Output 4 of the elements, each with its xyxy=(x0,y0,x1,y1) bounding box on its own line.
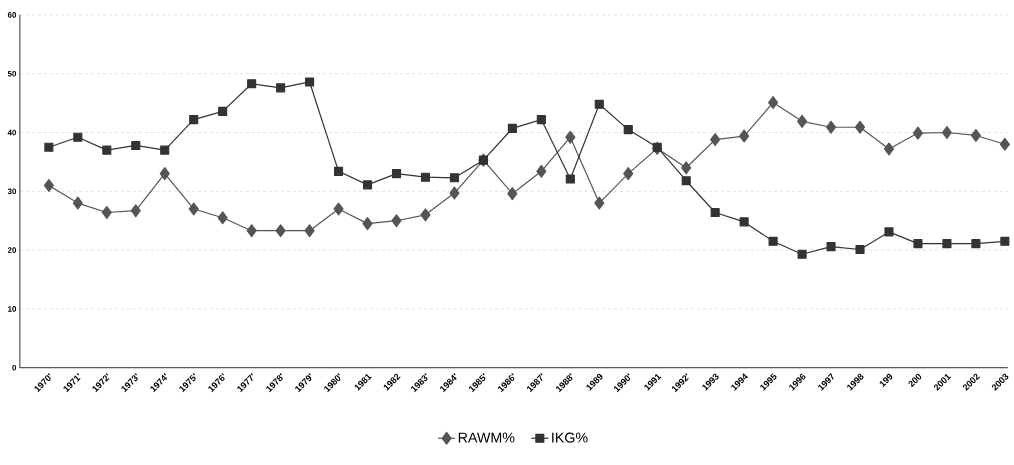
legend-label: RAWM% xyxy=(458,432,515,443)
x-tick-label: 200 xyxy=(908,373,922,388)
x-tick-label: 199 xyxy=(879,373,893,388)
legend-label: IKG% xyxy=(552,432,588,443)
